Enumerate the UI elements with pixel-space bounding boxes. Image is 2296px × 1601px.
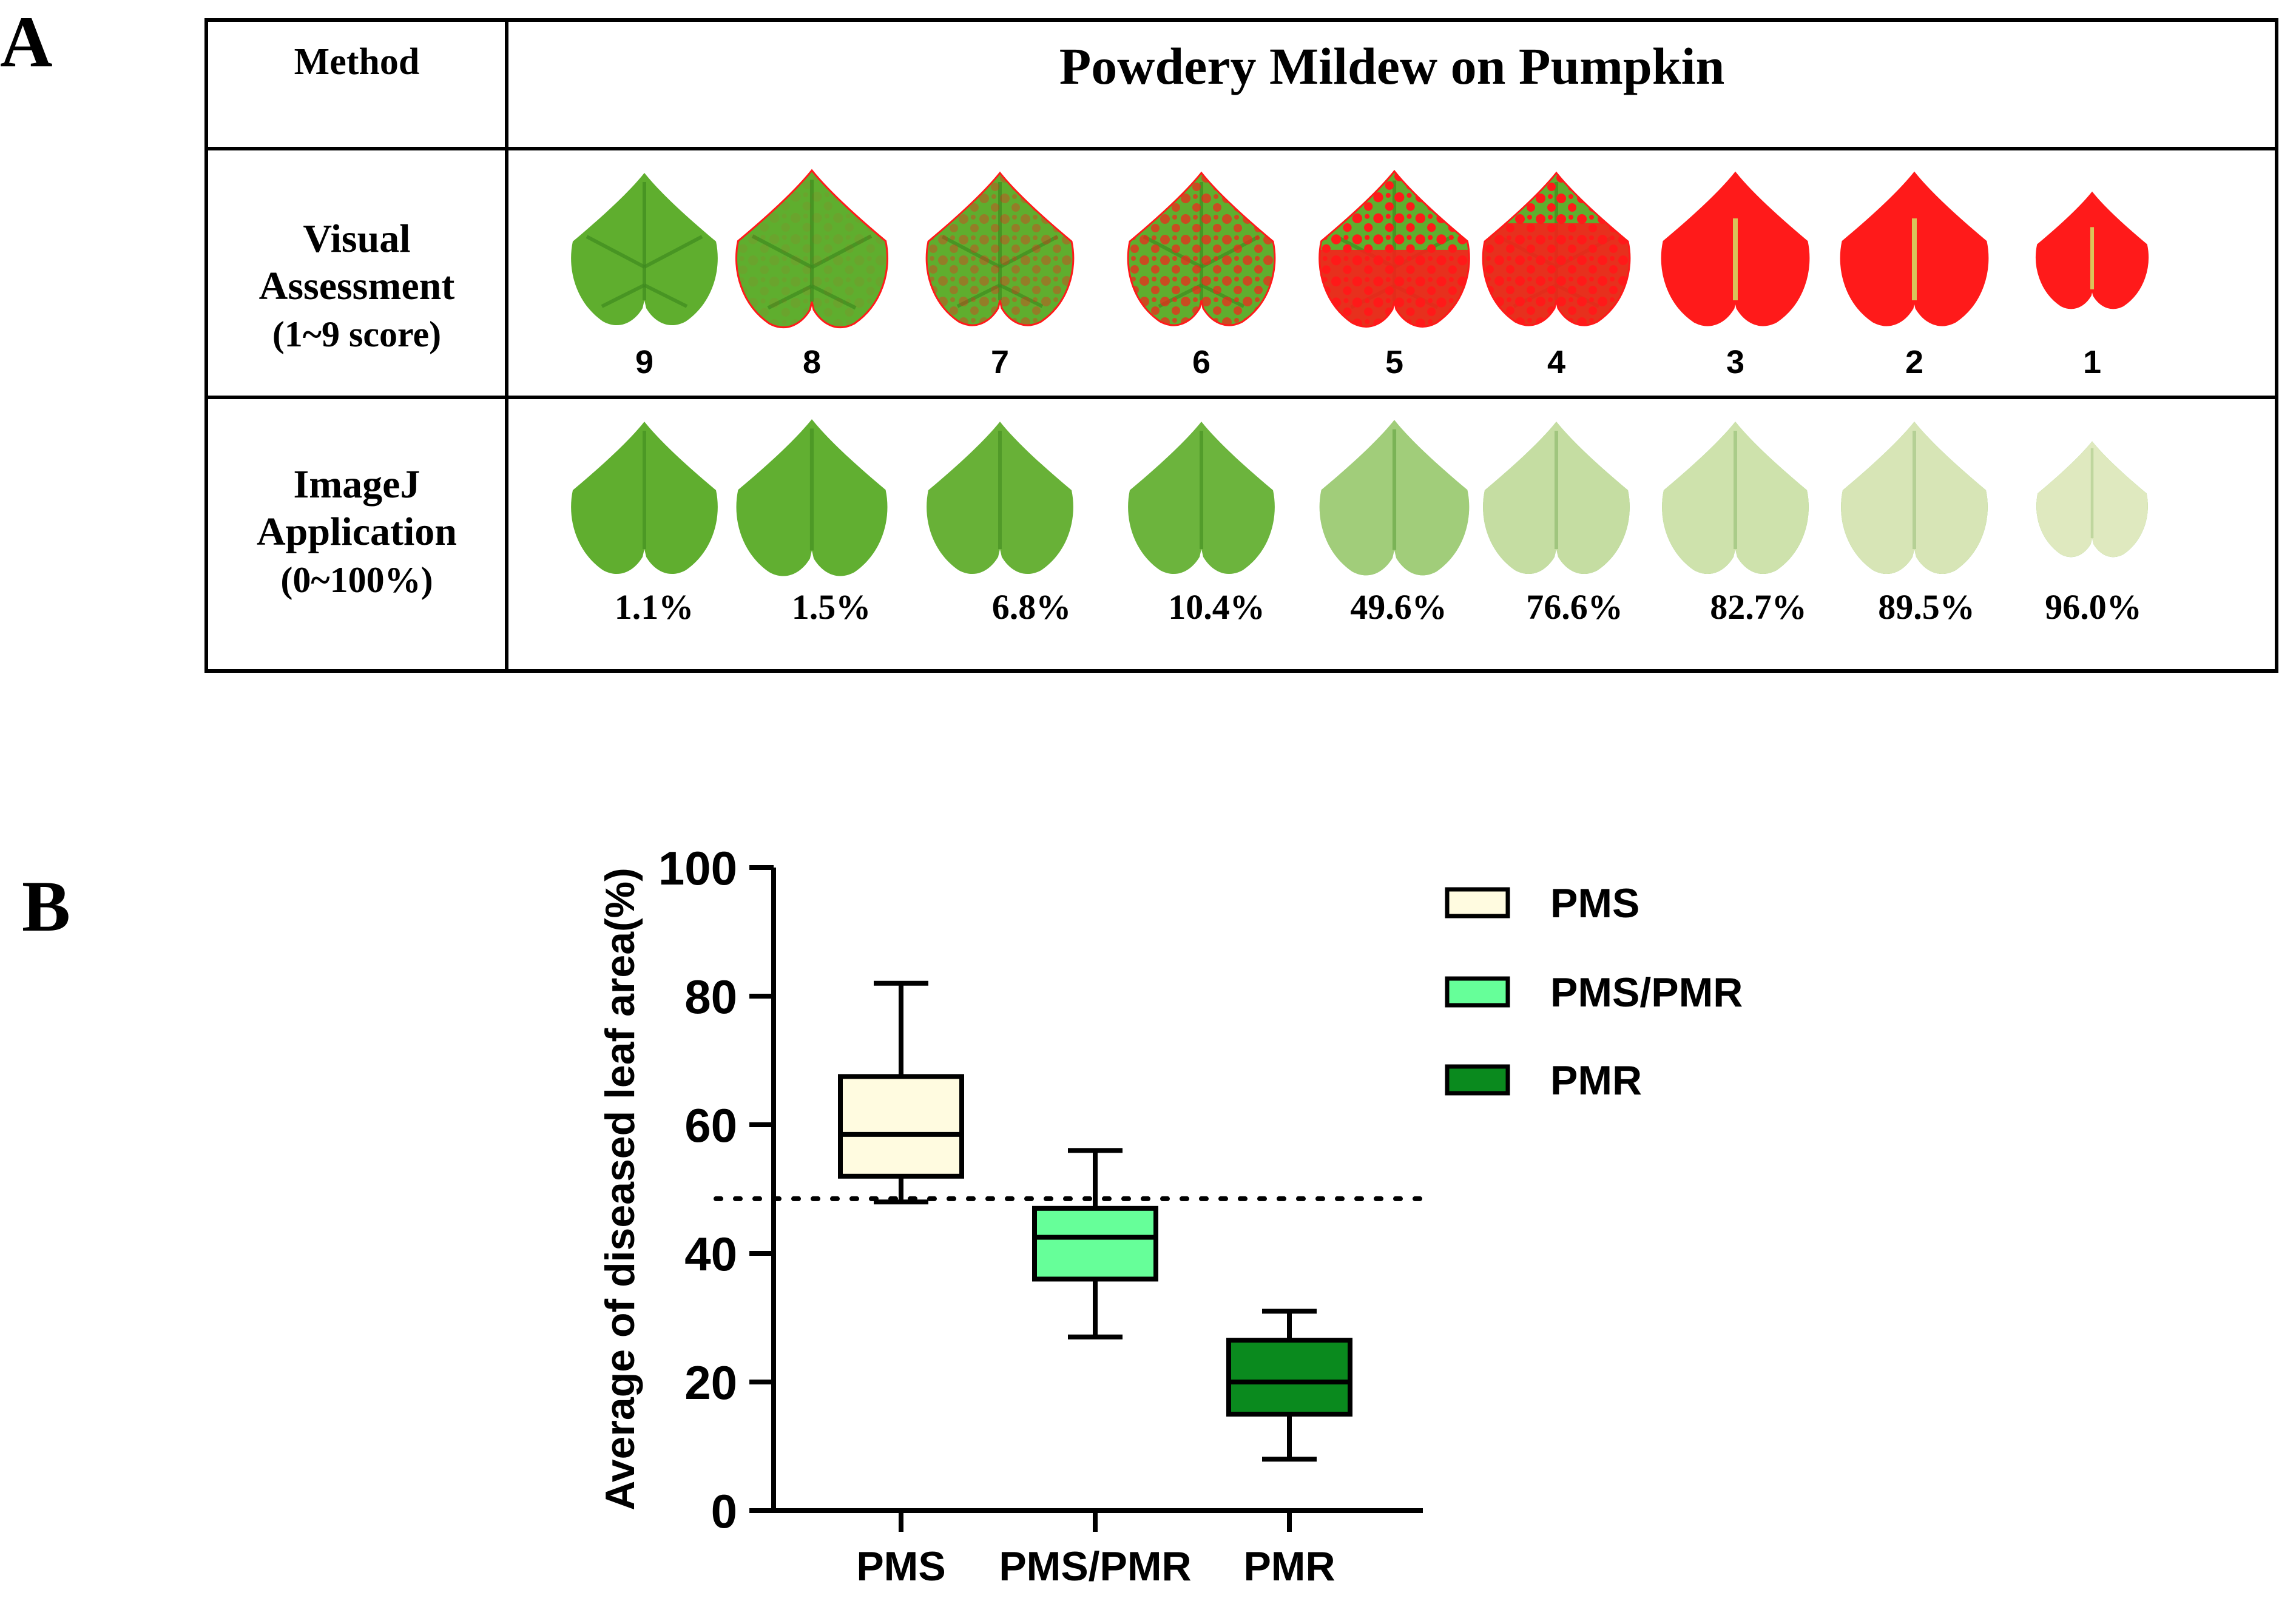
visual-score-label-5: 5 <box>1385 344 1403 380</box>
leaf-1-5 <box>1319 170 1470 328</box>
y-tick-label: 80 <box>684 970 737 1023</box>
imagej-percent-label-6: 76.6% <box>1526 587 1623 627</box>
legend-label: PMR <box>1550 1057 1642 1104</box>
y-tick-label: 20 <box>684 1356 737 1409</box>
legend-item-pms-pmr: PMS/PMR <box>1445 969 1743 1016</box>
leaf-1-7 <box>1661 172 1810 326</box>
imagej-percent-label-1: 1.1% <box>615 587 694 627</box>
x-tick-label: PMS/PMR <box>999 1543 1191 1589</box>
panel-a-label: A <box>0 1 53 82</box>
x-tick-label: PMS <box>856 1543 945 1589</box>
leaf-1-1 <box>571 173 718 326</box>
legend-item-pms: PMS <box>1445 880 1639 926</box>
row1-name-line2: Assessment <box>259 264 455 308</box>
visual-score-label-8: 2 <box>1905 344 1923 380</box>
box-iqr <box>1032 1205 1158 1282</box>
leaf-2-8 <box>1841 422 1988 575</box>
x-tick-label: PMR <box>1243 1543 1335 1589</box>
row1-name-line3: (1~9 score) <box>272 314 441 354</box>
imagej-percent-label-2: 1.5% <box>792 587 871 627</box>
leaf-2-5 <box>1319 420 1470 576</box>
leaf-2-4 <box>1128 422 1275 575</box>
panel-a-table: Method Powdery Mildew on Pumpkin Visual … <box>204 18 2278 673</box>
box-pms-pmr <box>1032 1148 1158 1340</box>
leaf-2-9 <box>2036 441 2148 558</box>
leaf-1-6 <box>1482 172 1631 326</box>
visual-score-label-9: 1 <box>2083 344 2101 380</box>
panel-b-boxplot: 0 20 40 60 80 100 Average of diseased leaf are… <box>597 841 1743 1589</box>
visual-score-label-7: 3 <box>1726 344 1744 380</box>
imagej-percent-label-5: 49.6% <box>1350 587 1447 627</box>
legend-label: PMS/PMR <box>1550 969 1743 1016</box>
leaf-2-3 <box>927 422 1073 575</box>
imagej-leaf-row: 1.1% 1.5% 6.8% 10.4% 49.6% 76.6% 82.7% 89.5% 96.… <box>571 419 2148 627</box>
legend-item-pmr: PMR <box>1445 1057 1642 1104</box>
leaf-2-7 <box>1662 422 1809 575</box>
header-title: Powdery Mildew on Pumpkin <box>1059 37 1725 95</box>
box-pms <box>838 980 964 1205</box>
imagej-percent-label-8: 89.5% <box>1878 587 1975 627</box>
imagej-percent-label-4: 10.4% <box>1168 587 1265 627</box>
row2-name-line2: Application <box>257 510 457 554</box>
leaf-2-2 <box>736 419 888 576</box>
panel-b-label: B <box>22 866 71 946</box>
leaf-1-4 <box>1127 172 1276 326</box>
box-iqr <box>838 1074 964 1179</box>
imagej-percent-label-9: 96.0% <box>2045 587 2142 627</box>
visual-score-label-3: 7 <box>991 344 1009 380</box>
leaf-2-1 <box>571 422 718 575</box>
visual-leaf-row: 9 8 7 6 5 4 3 2 1 <box>571 169 2149 380</box>
row2-name-line3: (0~100%) <box>280 560 433 600</box>
legend-label: PMS <box>1550 880 1639 926</box>
header-method: Method <box>294 41 420 83</box>
leaf-1-8 <box>1840 172 1989 326</box>
row2-name-line1: ImageJ <box>294 462 420 507</box>
leaf-2-6 <box>1483 422 1630 575</box>
imagej-percent-label-3: 6.8% <box>992 587 1072 627</box>
imagej-percent-label-7: 82.7% <box>1710 587 1807 627</box>
row1-name-line1: Visual <box>303 217 410 261</box>
visual-score-label-4: 6 <box>1192 344 1210 380</box>
leaf-1-9 <box>2035 192 2149 309</box>
y-tick-label: 100 <box>658 841 737 895</box>
legend-swatch <box>1445 976 1510 1008</box>
leaf-1-2 <box>735 169 889 329</box>
visual-score-label-2: 8 <box>803 344 821 380</box>
box-iqr <box>1226 1338 1352 1417</box>
y-axis-label: Average of diseased leaf area(%) <box>597 868 643 1511</box>
leaf-1-3 <box>925 172 1075 326</box>
y-tick-label: 60 <box>684 1099 737 1152</box>
visual-score-label-1: 9 <box>635 344 653 380</box>
legend-swatch <box>1445 1064 1510 1096</box>
y-tick-label: 0 <box>711 1485 737 1538</box>
y-tick-label: 40 <box>684 1227 737 1281</box>
box-pmr <box>1226 1309 1352 1462</box>
legend-swatch <box>1445 887 1510 918</box>
visual-score-label-6: 4 <box>1547 344 1565 380</box>
